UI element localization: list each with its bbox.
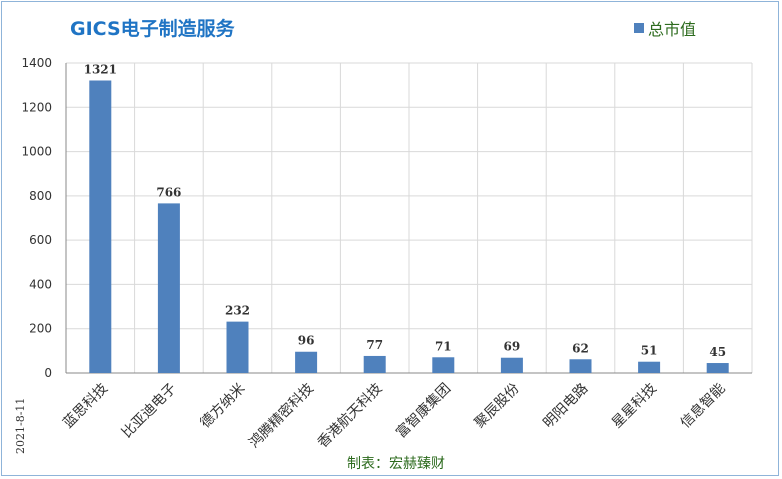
y-tick-label: 400 — [29, 277, 52, 291]
y-tick-label: 1000 — [21, 145, 52, 159]
bar — [295, 351, 318, 373]
legend: 总市值 — [634, 16, 696, 40]
bar — [432, 357, 455, 373]
data-label: 45 — [709, 345, 726, 359]
data-label: 96 — [298, 334, 315, 348]
data-label: 766 — [156, 185, 181, 199]
bar — [157, 203, 180, 373]
x-tick-label: 信息智能 — [677, 380, 729, 432]
bar — [89, 80, 112, 373]
x-tick-label: 比亚迪电子 — [119, 381, 180, 442]
x-tick-label: 星星科技 — [609, 381, 660, 432]
bar — [500, 357, 523, 373]
x-tick-label: 富智康集团 — [393, 380, 455, 442]
footer-credit: 制表：宏赫臻财 — [347, 456, 445, 472]
data-label: 69 — [504, 340, 521, 354]
x-tick-label: 明阳电路 — [540, 381, 591, 432]
x-tick-label: 香港航天科技 — [315, 381, 386, 452]
legend-swatch — [634, 23, 644, 33]
x-tick-label: 蓝思科技 — [60, 381, 111, 432]
data-label: 77 — [366, 338, 383, 352]
data-label: 71 — [435, 339, 452, 353]
y-tick-label: 800 — [29, 189, 52, 203]
bar — [569, 359, 592, 373]
bar — [638, 361, 661, 373]
y-tick-label: 200 — [29, 322, 52, 336]
y-tick-label: 0 — [44, 366, 52, 380]
bar — [706, 363, 729, 373]
x-tick-label: 鸿腾精密科技 — [246, 380, 317, 451]
data-label: 62 — [572, 341, 589, 355]
x-tick-label: 聚辰股份 — [472, 381, 523, 432]
y-tick-label: 1400 — [21, 56, 52, 70]
y-tick-label: 600 — [29, 233, 52, 247]
data-label: 1321 — [84, 62, 117, 76]
x-tick-label: 德方纳米 — [197, 381, 248, 432]
data-label: 232 — [225, 304, 250, 318]
data-label: 51 — [641, 344, 658, 358]
legend-label: 总市值 — [648, 20, 697, 39]
chart-title: GICS电子制造服务 — [70, 18, 235, 40]
bar — [363, 355, 386, 373]
y-tick-label: 1200 — [21, 100, 52, 114]
bar — [226, 321, 249, 373]
